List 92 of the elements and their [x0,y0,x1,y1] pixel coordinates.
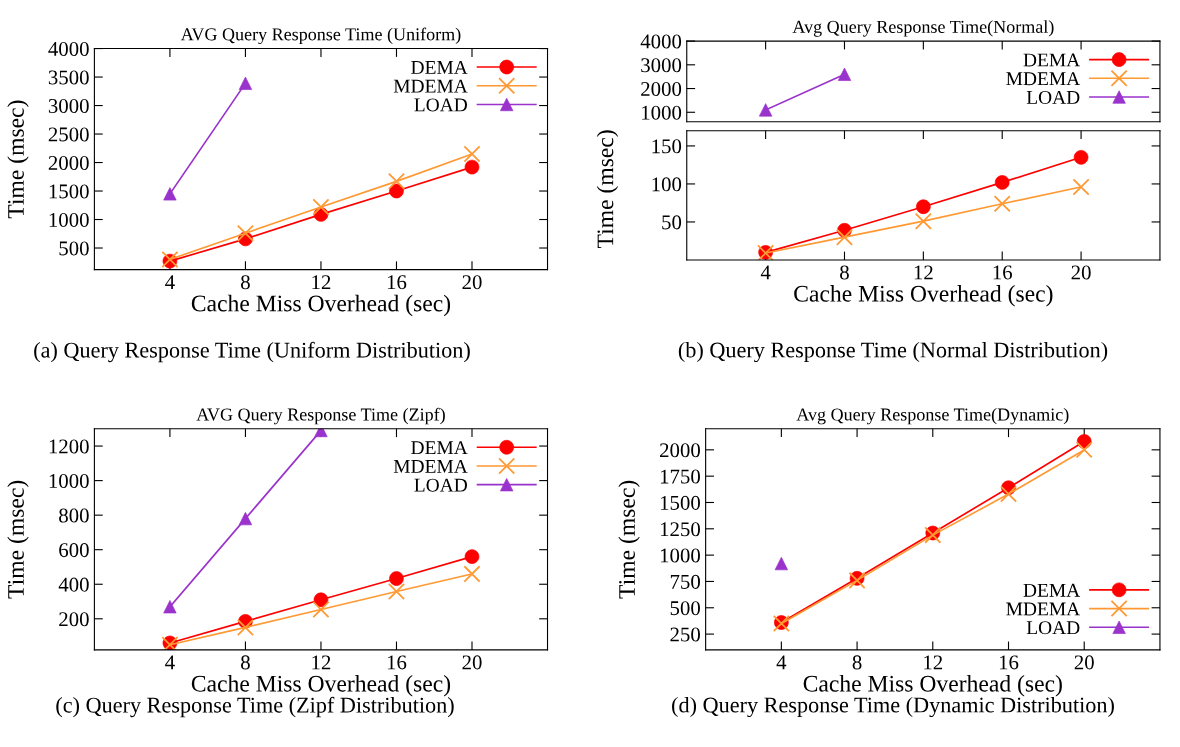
y-tick-label: 3000 [48,98,89,113]
y-tick-label: 3500 [48,70,89,85]
x-axis-title: Cache Miss Overhead (sec) [803,675,1062,697]
x-tick-label: 20 [462,275,482,290]
point [238,512,253,526]
y-tick-label: 1000 [49,473,89,489]
x-tick-label: 16 [387,655,407,670]
x-tick-label: 8 [241,275,250,290]
x-tick-label: 16 [993,265,1013,280]
y-tick-label: 1000 [49,212,89,227]
legend-label: LOAD [414,478,468,492]
y-tick-label: 50 [662,215,682,230]
text: (b) Query Response Time (Normal Distribution) [678,341,1108,363]
y-tick-label: 250 [670,627,700,642]
legend-label: MDEMA [393,459,468,473]
legend-label: MDEMA [1006,72,1081,86]
y-tick-label: 600 [59,543,89,558]
point [993,195,1011,213]
x-tick-label: 20 [1074,655,1094,670]
legend-label: LOAD [1026,90,1080,104]
legend-label: LOAD [414,98,468,112]
point [387,582,406,601]
chart-title: Avg Query Response Time(Normal) [792,20,1054,37]
legend-label: DEMA [1023,53,1081,67]
legend-label: LOAD [1026,621,1080,635]
x-tick-label: 16 [999,655,1019,670]
point [835,228,854,246]
y-tick-label: 4000 [640,34,682,49]
x-tick-label: 12 [312,655,331,670]
legend-label: DEMA [411,441,468,455]
point [999,485,1018,503]
x-tick-label: 16 [387,275,407,290]
point [387,172,406,190]
chart-title: Avg Query Response Time(Dynamic) [796,407,1069,425]
y-axis-title: Time (msec) [7,480,29,599]
y-tick-label: 100 [652,177,682,192]
y-tick-label: 500 [670,601,700,616]
y-tick-label: 200 [59,612,89,627]
point [312,600,330,619]
x-tick-label: 20 [1071,265,1091,280]
point [236,618,254,636]
y-tick-label: 1500 [49,184,89,199]
chart-title: AVG Query Response Time (Uniform) [180,27,461,45]
y-tick-label: 1200 [49,439,89,454]
text: (a) Query Response Time (Uniform Distribution) [34,341,470,363]
y-tick-label: 1000 [660,548,700,563]
x-axis-title: Cache Miss Overhead (sec) [191,294,451,317]
x-axis-title: Cache Miss Overhead (sec) [794,285,1053,307]
y-tick-label: 800 [59,508,89,523]
x-tick-label: 12 [312,275,331,289]
legend-label: MDEMA [1006,602,1081,616]
legend-label: DEMA [411,61,468,74]
x-tick-label: 4 [165,655,175,670]
y-tick-label: 2000 [660,443,700,458]
legend-label: MDEMA [393,79,468,93]
y-axis-title: Time (msec) [596,130,619,249]
y-tick-label: 2000 [641,81,682,96]
y-tick-label: 3000 [641,58,682,73]
y-tick-label: 400 [58,577,89,592]
chart-title: AVG Query Response Time (Zipf) [196,407,445,425]
x-tick-label: 20 [462,655,482,670]
y-tick-label: 150 [652,139,682,154]
y-axis-title: Time (msec) [618,480,640,599]
point [236,224,254,242]
x-axis-title: Cache Miss Overhead (sec) [191,675,451,697]
y-tick-label: 1750 [660,469,700,484]
point [312,198,330,216]
x-tick-label: 4 [776,655,787,670]
x-tick-label: 8 [852,655,862,670]
text: (c) Query Response Time (Zipf Distribution) [56,696,454,718]
x-tick-label: 12 [924,655,943,670]
point [1072,178,1090,196]
legend-label: DEMA [1023,583,1081,597]
y-tick-label: 1500 [660,495,700,510]
y-tick-label: 1000 [642,105,682,120]
y-tick-label: 2500 [48,127,89,142]
y-axis-title: Time (msec) [7,100,29,219]
y-tick-label: 2000 [48,155,89,170]
x-tick-label: 4 [165,275,175,289]
y-tick-label: 500 [59,241,89,256]
y-tick-label: 1250 [660,522,700,537]
y-tick-label: 750 [670,574,700,589]
point [914,212,932,230]
point [1075,441,1093,459]
x-tick-label: 4 [760,265,771,280]
point [463,145,481,163]
text: (d) Query Response Time (Dynamic Distribution) [672,696,1114,718]
x-tick-label: 12 [914,265,933,280]
x-tick-label: 8 [241,655,250,670]
y-tick-label: 4000 [48,41,89,56]
point [463,565,481,583]
x-tick-label: 8 [840,265,849,280]
